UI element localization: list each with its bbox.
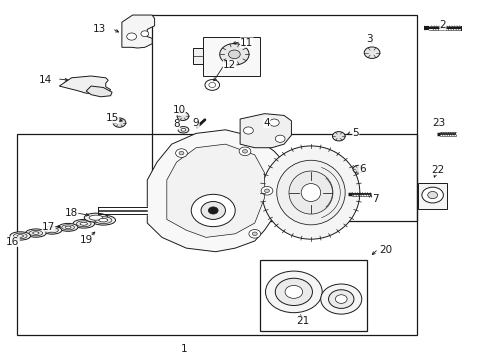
Circle shape [113,118,126,127]
Bar [418,183,447,210]
Ellipse shape [289,171,333,214]
Circle shape [220,44,249,65]
Ellipse shape [89,215,103,220]
Polygon shape [167,144,265,237]
Ellipse shape [46,228,58,233]
Ellipse shape [42,226,62,234]
Circle shape [177,112,189,121]
Ellipse shape [29,230,43,236]
Circle shape [201,202,225,220]
Text: 9: 9 [193,118,199,128]
Circle shape [179,151,184,155]
Ellipse shape [178,127,189,133]
Circle shape [252,232,257,235]
Text: 3: 3 [367,35,373,44]
Ellipse shape [10,232,30,240]
Text: 17: 17 [42,222,55,231]
Circle shape [265,189,270,193]
Text: 1: 1 [181,343,187,354]
Text: 5: 5 [352,129,359,138]
Ellipse shape [181,129,186,131]
Circle shape [175,149,187,157]
Ellipse shape [13,233,27,239]
Ellipse shape [17,235,24,237]
Circle shape [285,285,303,298]
Ellipse shape [62,225,74,230]
Circle shape [266,271,322,313]
Polygon shape [122,15,155,48]
Bar [152,15,417,221]
Text: 21: 21 [296,316,309,325]
Circle shape [244,127,253,134]
Circle shape [127,33,137,40]
Ellipse shape [65,226,71,229]
Bar [203,37,260,76]
Text: 12: 12 [223,60,236,70]
Circle shape [208,207,218,214]
Text: 10: 10 [172,105,186,115]
Circle shape [228,50,240,59]
Circle shape [364,47,380,58]
Circle shape [191,194,235,226]
Ellipse shape [25,229,46,237]
Circle shape [141,31,149,37]
Text: 8: 8 [173,120,180,129]
Text: 15: 15 [106,113,119,123]
Ellipse shape [99,219,108,222]
Text: 13: 13 [93,24,106,35]
Ellipse shape [49,229,55,231]
Ellipse shape [76,221,91,227]
Circle shape [335,295,347,303]
Polygon shape [59,76,111,94]
Polygon shape [240,114,292,148]
Circle shape [329,290,354,309]
Text: 19: 19 [79,235,93,245]
Text: 6: 6 [359,164,366,174]
Text: 20: 20 [379,245,392,255]
Bar [260,260,367,331]
Text: 4: 4 [264,118,270,128]
Text: 2: 2 [440,20,446,30]
Circle shape [249,229,261,238]
Ellipse shape [262,146,360,239]
Bar [193,48,203,64]
Circle shape [422,187,443,203]
Ellipse shape [33,232,39,234]
Circle shape [239,147,251,156]
Text: 16: 16 [6,237,20,247]
Bar [17,134,417,335]
Ellipse shape [301,184,321,202]
Circle shape [321,284,362,314]
Text: 23: 23 [432,118,445,128]
Circle shape [261,186,273,195]
Ellipse shape [80,222,87,225]
Ellipse shape [58,224,78,231]
Ellipse shape [73,219,95,228]
Circle shape [428,192,438,199]
Text: 18: 18 [65,208,78,218]
Circle shape [332,132,345,141]
Text: 14: 14 [39,75,52,85]
Polygon shape [147,130,284,252]
Circle shape [275,135,285,142]
Circle shape [275,278,313,306]
Text: 11: 11 [240,38,253,48]
Ellipse shape [84,213,108,222]
Polygon shape [86,86,112,97]
Text: 22: 22 [431,165,444,175]
Circle shape [270,119,279,126]
Ellipse shape [95,217,112,224]
Ellipse shape [91,215,116,225]
Circle shape [353,165,364,173]
Circle shape [243,149,247,153]
Text: 7: 7 [372,194,379,204]
Ellipse shape [277,160,345,225]
